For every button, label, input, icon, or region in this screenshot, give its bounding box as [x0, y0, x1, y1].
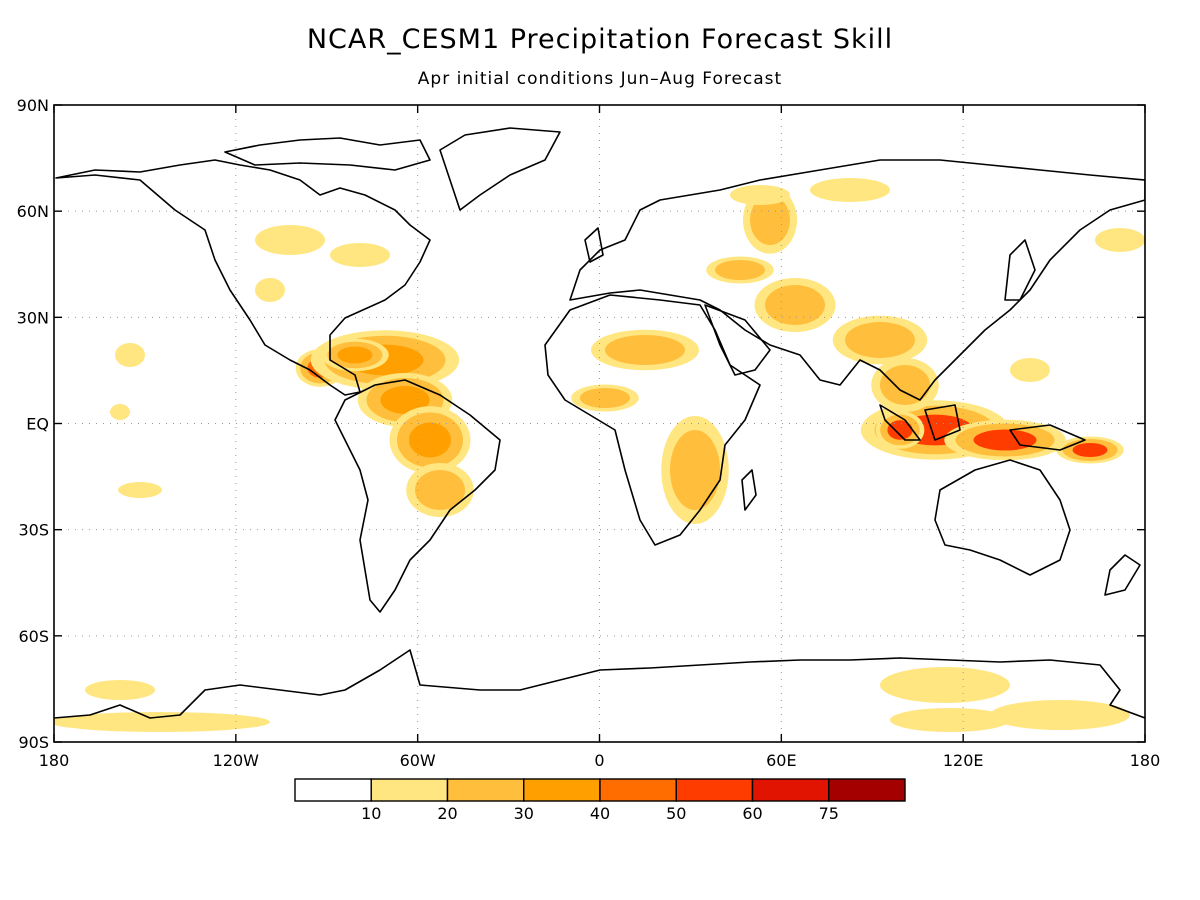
skill-patch	[255, 278, 285, 302]
coast-africa	[544, 294, 761, 546]
lat-tick-label: 90N	[17, 96, 49, 115]
colorbar-label: 30	[514, 804, 534, 823]
skill-patch	[330, 243, 390, 267]
skill-patch	[115, 343, 145, 367]
lon-tick-label: 180	[1130, 751, 1161, 770]
skill-patch	[1010, 358, 1050, 382]
skill-patch	[670, 430, 720, 510]
colorbar-swatch	[599, 778, 677, 802]
lon-tick-label: 180	[39, 751, 70, 770]
skill-patch	[810, 178, 890, 202]
coastlines	[54, 127, 1145, 719]
skill-patch	[973, 429, 1037, 451]
coast-new-guinea	[1009, 424, 1086, 451]
coast-borneo	[924, 404, 961, 441]
skill-patch	[730, 185, 790, 205]
lat-tick-label: 90S	[18, 733, 49, 752]
coast-antarctica	[54, 649, 1145, 719]
coast-madagascar	[741, 469, 757, 511]
skill-patch	[880, 365, 930, 405]
skill-patch	[845, 322, 915, 358]
lat-tick-label: 60N	[17, 202, 49, 221]
lon-tick-label: 120W	[213, 751, 260, 770]
coast-japan	[1004, 239, 1036, 301]
colorbar-label: 10	[361, 804, 381, 823]
skill-patch	[118, 482, 162, 498]
skill-patch	[54, 712, 270, 732]
skill-patch	[337, 346, 373, 364]
coast-arctic-islands	[224, 137, 431, 171]
colorbar-swatch	[751, 778, 830, 802]
skill-patch	[1072, 443, 1108, 457]
skill-patch	[1095, 228, 1145, 252]
colorbar-swatch	[370, 778, 449, 802]
colorbar-label: 75	[819, 804, 839, 823]
colorbar-swatch	[446, 778, 525, 802]
skill-patch	[605, 335, 685, 365]
skill-patch	[415, 470, 465, 510]
skill-patch	[887, 420, 913, 440]
colorbar-swatch	[828, 778, 906, 802]
lon-tick-label: 0	[594, 751, 604, 770]
skill-patch	[880, 667, 1010, 703]
skill-shading	[54, 178, 1145, 732]
colorbar-swatch	[294, 778, 372, 802]
coast-south-america	[334, 379, 501, 613]
map-title: NCAR_CESM1 Precipitation Forecast Skill	[306, 24, 894, 55]
map-subtitle: Apr initial conditions Jun–Aug Forecast	[417, 69, 783, 89]
coast-australia	[934, 459, 1071, 576]
skill-patch	[750, 195, 790, 245]
colorbar-label: 60	[742, 804, 762, 823]
skill-patch	[255, 225, 325, 255]
lat-tick-label: 30S	[18, 521, 49, 540]
lon-tick-label: 60W	[400, 751, 436, 770]
lat-tick-label: 60S	[18, 627, 49, 646]
lat-tick-label: 30N	[17, 308, 49, 327]
colorbar-label: 20	[437, 804, 457, 823]
coast-north-america	[55, 159, 431, 396]
coast-sumatra	[879, 404, 921, 441]
coast-british-isles	[584, 227, 604, 263]
skill-patch	[580, 388, 630, 408]
colorbar-label: 50	[666, 804, 686, 823]
lon-tick-label: 60E	[766, 751, 796, 770]
coast-greenland	[439, 127, 561, 211]
skill-patch	[85, 680, 155, 700]
skill-patch	[110, 404, 130, 420]
coast-arabia	[704, 304, 771, 376]
colorbar-swatch	[523, 778, 601, 802]
skill-patch	[990, 700, 1130, 730]
colorbar-label: 40	[590, 804, 610, 823]
color-bar: 10 20 30 40 50 60 75	[294, 778, 906, 823]
lon-tick-label: 120E	[943, 751, 984, 770]
skill-patch	[715, 260, 765, 280]
lat-tick-label: EQ	[26, 415, 49, 434]
coast-new-zealand	[1104, 554, 1141, 596]
coast-eurasia	[569, 159, 1145, 401]
skill-patch	[765, 285, 825, 325]
colorbar-swatch	[675, 778, 754, 802]
skill-patch	[409, 422, 451, 458]
skill-patch	[890, 708, 1010, 732]
